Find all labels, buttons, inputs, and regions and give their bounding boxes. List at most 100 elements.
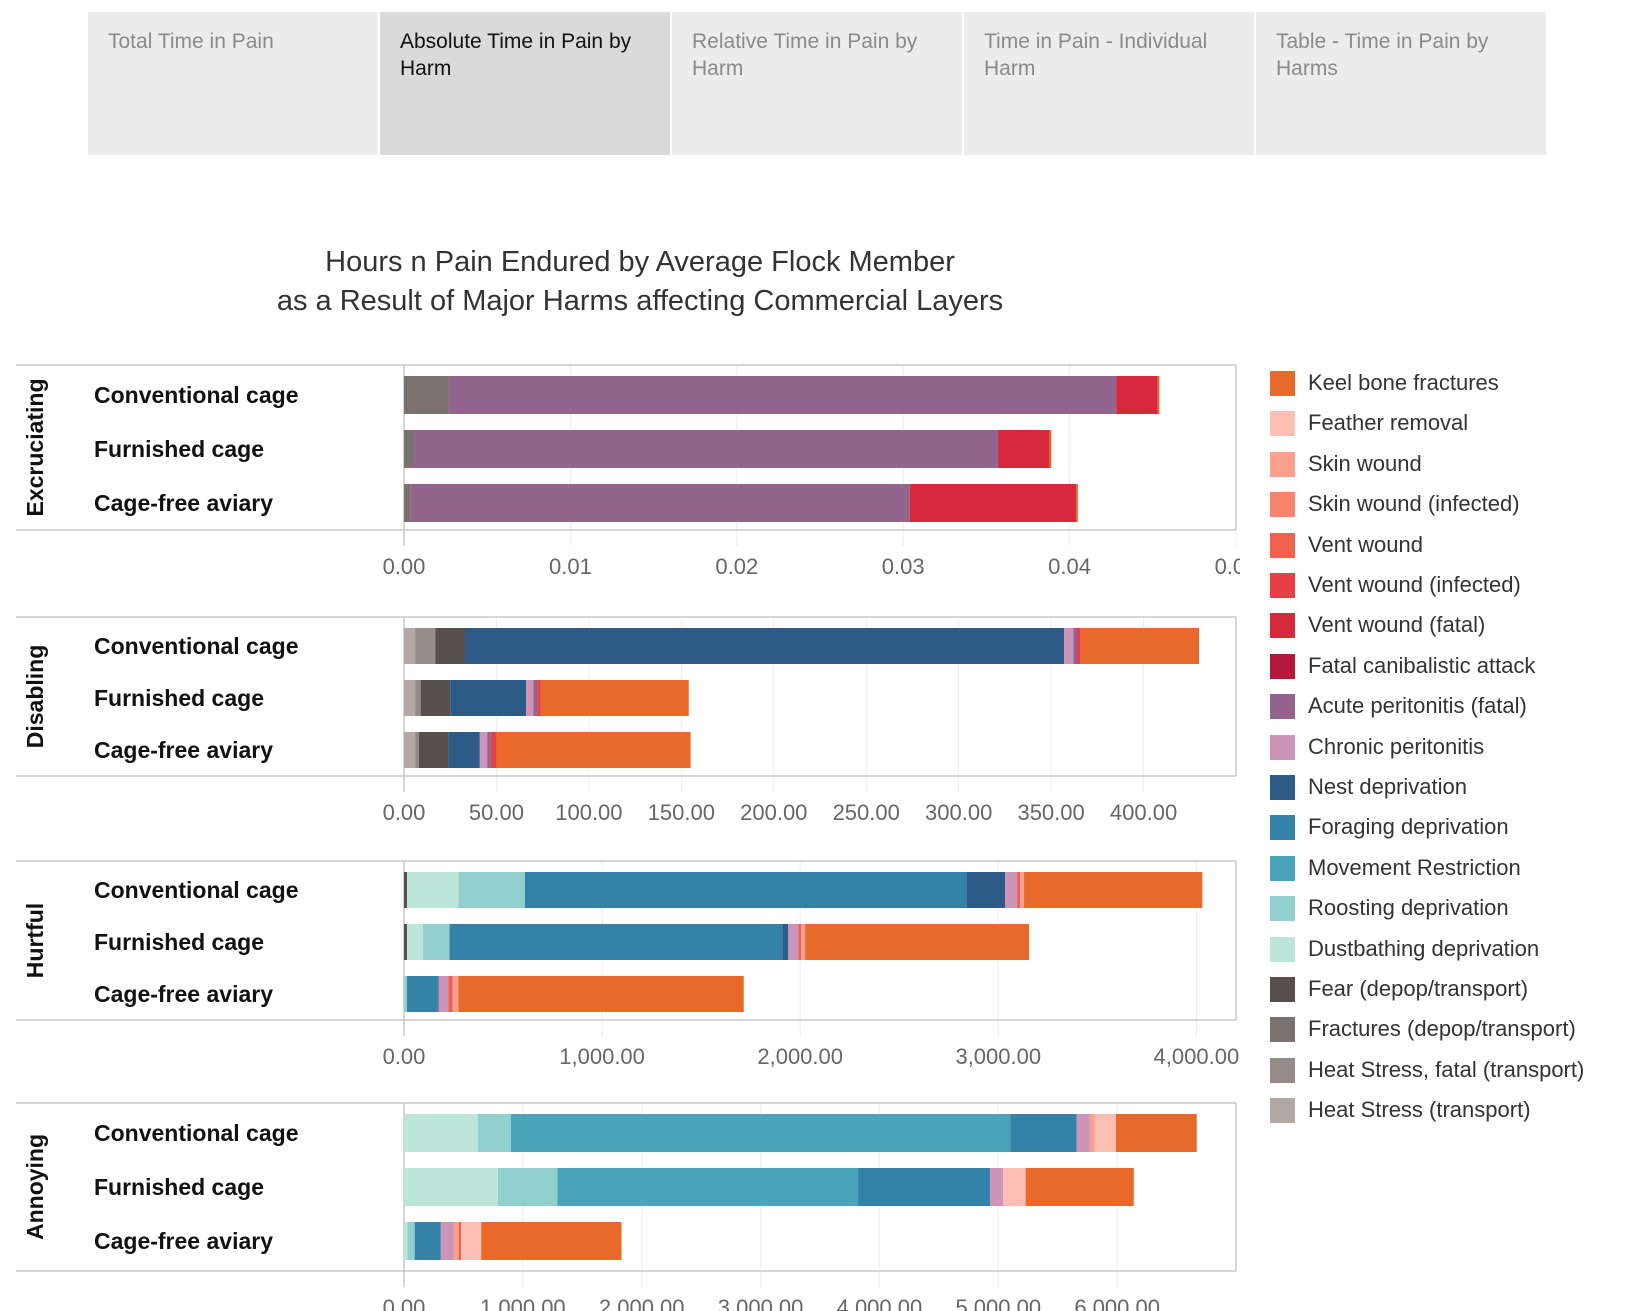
bar-segment-dustbathing-deprivation bbox=[406, 924, 423, 960]
tab-table-time-in-pain-by-harms[interactable]: Table - Time in Pain by Harms bbox=[1256, 12, 1546, 155]
bar-segment-fear-depop-transport bbox=[420, 680, 451, 716]
category-label: Furnished cage bbox=[94, 1174, 264, 1200]
category-label: Cage-free aviary bbox=[94, 490, 273, 516]
x-tick-label: 4,000.00 bbox=[1154, 1044, 1240, 1069]
bar-segment-chronic-peritonitis bbox=[438, 976, 449, 1012]
legend-label: Feather removal bbox=[1308, 410, 1469, 436]
bar-segment-vent-wound bbox=[458, 1222, 462, 1260]
bar-segment-foraging-deprivation bbox=[524, 872, 967, 908]
category-label: Furnished cage bbox=[94, 436, 264, 462]
legend-swatch bbox=[1270, 977, 1295, 1002]
category-label: Cage-free aviary bbox=[94, 1228, 273, 1254]
category-label: Conventional cage bbox=[94, 382, 298, 408]
x-tick-label: 0.00 bbox=[383, 1295, 426, 1311]
chart-title-line-1: Hours n Pain Endured by Average Flock Me… bbox=[325, 246, 955, 278]
tab-time-in-pain-individual-harm[interactable]: Time in Pain - Individual Harm bbox=[964, 12, 1254, 155]
bar-segment-keel-bone-fractures bbox=[1157, 376, 1160, 414]
x-tick-label: 0.04 bbox=[1048, 554, 1091, 579]
x-tick-label: 0.00 bbox=[383, 554, 426, 579]
bar-segment-keel-bone-fractures bbox=[481, 1222, 622, 1260]
x-tick-label: 400.00 bbox=[1110, 800, 1177, 825]
bar-segment-acute-peritonitis-fatal bbox=[487, 732, 491, 768]
x-tick-label: 0.02 bbox=[715, 554, 758, 579]
bar-segment-fractures-depop-transport bbox=[404, 484, 411, 522]
bar-segment-keel-bone-fractures bbox=[1024, 872, 1203, 908]
legend-swatch bbox=[1270, 855, 1295, 881]
bar-segment-chronic-peritonitis bbox=[989, 1168, 1004, 1206]
legend-label: Skin wound bbox=[1308, 450, 1422, 476]
bar-segment-dustbathing-deprivation bbox=[406, 872, 459, 908]
x-tick-label: 250.00 bbox=[833, 800, 900, 825]
x-tick-label: 300.00 bbox=[925, 800, 992, 825]
bar-segment-heat-stress-transport bbox=[404, 680, 416, 716]
bar-segment-vent-wound-fatal bbox=[998, 430, 1050, 468]
panel-label-annoying: Annoying bbox=[22, 1134, 48, 1240]
bar-segment-fractures-depop-transport bbox=[404, 430, 414, 468]
bar-segment-nest-deprivation bbox=[448, 732, 480, 768]
category-label: Conventional cage bbox=[94, 1120, 298, 1146]
tab-absolute-time-in-pain-by-harm[interactable]: Absolute Time in Pain by Harm bbox=[380, 12, 670, 155]
bar-segment-foraging-deprivation bbox=[1010, 1114, 1077, 1152]
legend-label: Fear (depop/transport) bbox=[1308, 976, 1529, 1001]
chart-title: Hours n Pain Endured by Average Flock Me… bbox=[90, 243, 1190, 321]
x-tick-label: 3,000.00 bbox=[955, 1044, 1041, 1069]
bar-segment-vent-wound bbox=[1017, 872, 1021, 908]
bar-segment-keel-bone-fractures bbox=[496, 732, 691, 768]
x-tick-label: 4,000.00 bbox=[837, 1295, 923, 1311]
bar-segment-keel-bone-fractures bbox=[1025, 1168, 1134, 1206]
x-tick-label: 0.00 bbox=[383, 800, 426, 825]
legend-label: Roosting deprivation bbox=[1308, 895, 1509, 921]
legend-label: Foraging deprivation bbox=[1308, 814, 1509, 840]
category-label: Conventional cage bbox=[94, 877, 298, 903]
bar-segment-foraging-deprivation bbox=[414, 1222, 441, 1260]
bar-segment-roosting-deprivation bbox=[458, 872, 525, 908]
legend-swatch bbox=[1270, 613, 1295, 639]
legend-label: Keel bone fractures bbox=[1308, 370, 1499, 395]
x-tick-label: 100.00 bbox=[555, 800, 622, 825]
bar-segment-heat-stress-fatal-transport bbox=[415, 732, 419, 768]
bar-segment-nest-deprivation bbox=[465, 628, 1065, 664]
x-tick-label: 2,000.00 bbox=[599, 1295, 685, 1311]
legend-swatch bbox=[1270, 1017, 1295, 1043]
x-tick-label: 0.00 bbox=[383, 1044, 426, 1069]
bar-segment-roosting-deprivation bbox=[477, 1114, 511, 1152]
bar-segment-acute-peritonitis-fatal bbox=[1073, 628, 1077, 664]
bar-segment-chronic-peritonitis bbox=[479, 732, 488, 768]
bar-segment-movement-restriction bbox=[557, 1168, 859, 1206]
bar-segment-feather-removal bbox=[1094, 1114, 1116, 1152]
x-tick-label: 3,000.00 bbox=[718, 1295, 804, 1311]
bar-segment-vent-wound bbox=[798, 924, 802, 960]
legend-label: Skin wound (infected) bbox=[1308, 491, 1520, 517]
legend-label: Heat Stress, fatal (transport) bbox=[1308, 1056, 1585, 1082]
bar-segment-vent-wound-fatal bbox=[1116, 376, 1158, 414]
legend-swatch bbox=[1270, 492, 1295, 518]
bar-segment-heat-stress-transport bbox=[404, 628, 416, 664]
x-tick-label: 200.00 bbox=[740, 800, 807, 825]
legend-label: Vent wound bbox=[1308, 531, 1423, 557]
bar-segment-foraging-deprivation bbox=[858, 1168, 990, 1206]
bar-segment-nest-deprivation bbox=[437, 976, 439, 1012]
legend-label: Fractures (depop/transport) bbox=[1308, 1016, 1576, 1042]
panel-label-excruciating: Excruciating bbox=[22, 378, 48, 516]
legend-swatch bbox=[1270, 573, 1295, 598]
tab-label: Time in Pain - Individual Harm bbox=[984, 30, 1208, 80]
legend-swatch bbox=[1270, 734, 1295, 760]
tab-total-time-in-pain[interactable]: Total Time in Pain bbox=[88, 12, 378, 155]
legend-swatch bbox=[1270, 411, 1295, 437]
bar-segment-heat-stress-fatal-transport bbox=[415, 680, 421, 716]
x-tick-label: 0.03 bbox=[882, 554, 925, 579]
legend-swatch bbox=[1270, 653, 1295, 679]
bar-segment-skin-wound bbox=[1089, 1114, 1095, 1152]
legend-swatch bbox=[1270, 532, 1295, 558]
bar-segment-chronic-peritonitis bbox=[788, 924, 799, 960]
bar-segment-nest-deprivation bbox=[966, 872, 1006, 908]
bar-segment-roosting-deprivation bbox=[404, 976, 407, 1012]
tab-label: Total Time in Pain bbox=[108, 30, 274, 53]
bar-segment-chronic-peritonitis bbox=[440, 1222, 454, 1260]
category-label: Furnished cage bbox=[94, 685, 264, 711]
bar-segment-acute-peritonitis-fatal bbox=[413, 430, 999, 468]
bar-segment-fear-depop-transport bbox=[404, 924, 407, 960]
bar-segment-nest-deprivation bbox=[450, 680, 527, 716]
tab-relative-time-in-pain-by-harm[interactable]: Relative Time in Pain by Harm bbox=[672, 12, 962, 155]
stacked-bar-chart: 0.00 0.01 0.02 0.03 0.04 0.05 Excruciating Conv… bbox=[16, 364, 1240, 1311]
